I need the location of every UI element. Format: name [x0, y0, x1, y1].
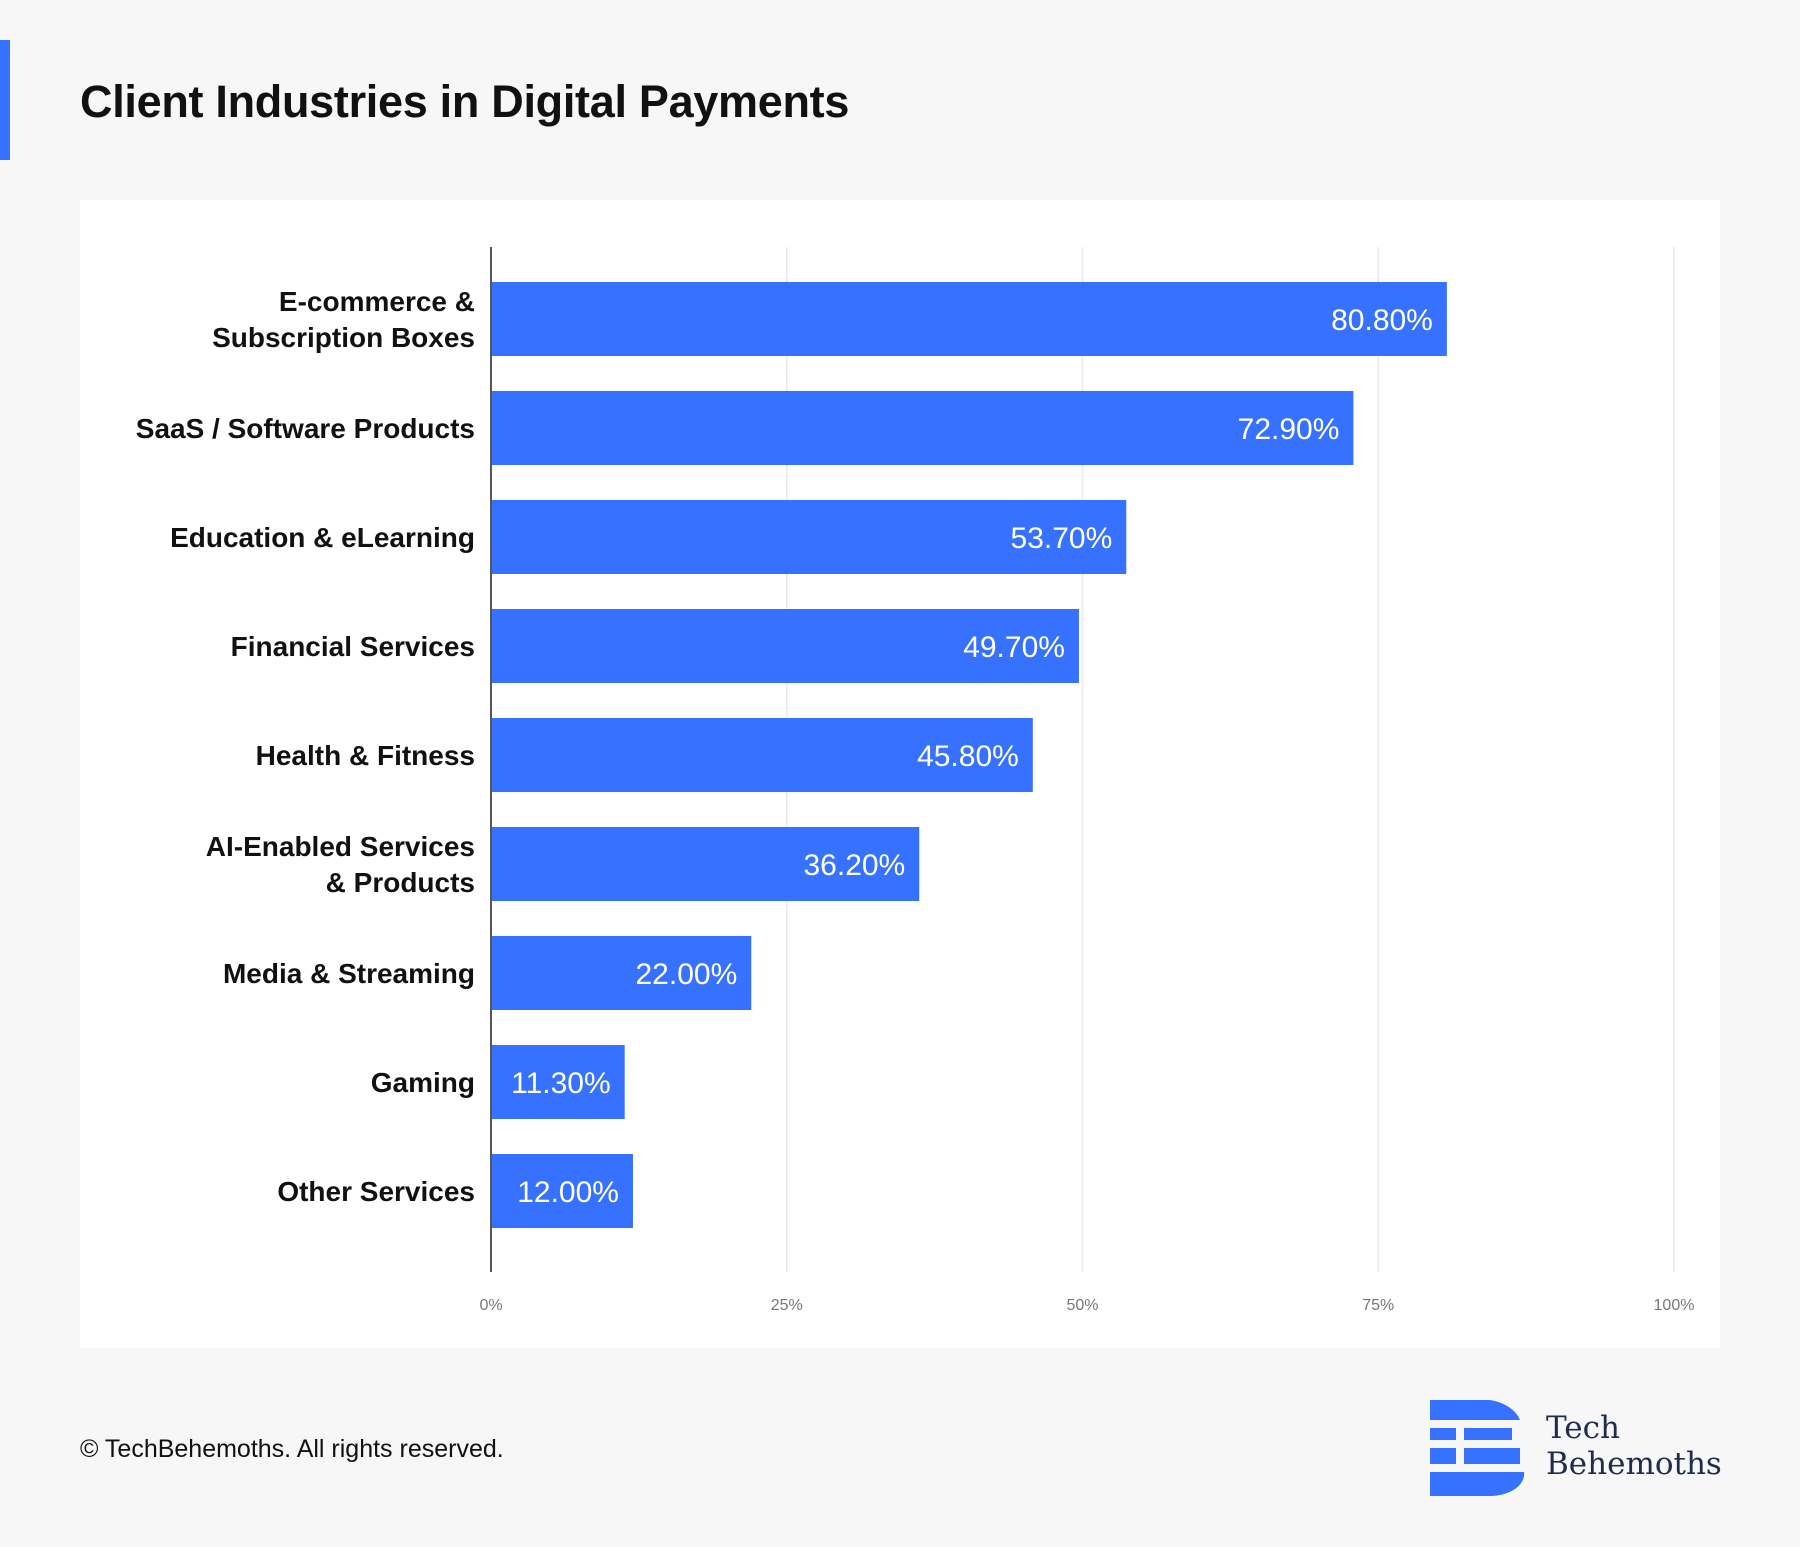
category-label-line: Health & Fitness — [256, 740, 475, 771]
bar-3 — [491, 609, 1079, 683]
category-label-line: Media & Streaming — [223, 958, 475, 989]
category-label-3: Financial Services — [231, 631, 475, 662]
value-label-0: 80.80% — [1331, 304, 1433, 337]
category-label-line: E-commerce & — [279, 286, 475, 317]
bar-2 — [491, 500, 1127, 574]
value-label-5: 36.20% — [803, 849, 905, 882]
category-label-line: Gaming — [371, 1067, 475, 1098]
techbehemoths-logo-icon — [1430, 1400, 1525, 1497]
value-label-6: 22.00% — [636, 958, 738, 991]
category-label-line: Other Services — [277, 1176, 475, 1207]
category-label-7: Gaming — [371, 1067, 475, 1098]
brand-name-line1: Tech — [1546, 1410, 1620, 1446]
x-tick-label-100: 100% — [1654, 1297, 1695, 1314]
bar-1 — [491, 391, 1354, 465]
category-label-line: Education & eLearning — [170, 522, 475, 553]
category-label-5: AI-Enabled Services & Products — [206, 831, 475, 898]
value-label-8: 12.00% — [517, 1176, 619, 1209]
bar-7 — [491, 1045, 625, 1119]
copyright-text: © TechBehemoths. All rights reserved. — [80, 1435, 504, 1463]
x-tick-label-25: 25% — [771, 1297, 803, 1314]
brand: Tech Behemoths — [1428, 1398, 1723, 1498]
category-label-6: Media & Streaming — [223, 958, 475, 989]
bar-4 — [491, 718, 1033, 792]
x-tick-label-50: 50% — [1066, 1297, 1098, 1314]
category-label-8: Other Services — [277, 1176, 475, 1207]
bar-0 — [491, 282, 1447, 356]
accent-bar — [0, 40, 10, 160]
bar-8 — [491, 1154, 633, 1228]
category-label-line: Financial Services — [231, 631, 475, 662]
chart-card: 80.80% E-commerce & Subscription Boxes 72.9… — [80, 200, 1720, 1348]
category-label-2: Education & eLearning — [170, 522, 475, 553]
x-tick-label-0: 0% — [479, 1297, 502, 1314]
bar-5 — [491, 827, 920, 901]
category-label-line: AI-Enabled Services — [206, 831, 475, 862]
category-label-0: E-commerce & Subscription Boxes — [212, 286, 475, 353]
brand-name-line2: Behemoths — [1546, 1446, 1722, 1482]
bar-6 — [491, 936, 752, 1010]
category-label-line: SaaS / Software Products — [136, 413, 475, 444]
category-label-line: & Products — [326, 867, 475, 898]
bar-chart: 80.80% E-commerce & Subscription Boxes 72.9… — [136, 247, 1695, 1314]
value-label-7: 11.30% — [511, 1067, 611, 1100]
category-label-4: Health & Fitness — [256, 740, 475, 771]
value-label-2: 53.70% — [1011, 522, 1113, 555]
value-label-1: 72.90% — [1238, 413, 1340, 446]
category-label-line: Subscription Boxes — [212, 322, 475, 353]
page-title: Client Industries in Digital Payments — [80, 76, 850, 127]
brand-name: Tech Behemoths — [1546, 1410, 1722, 1482]
value-label-4: 45.80% — [917, 740, 1019, 773]
value-label-3: 49.70% — [963, 631, 1065, 664]
x-tick-label-75: 75% — [1362, 1297, 1394, 1314]
category-label-1: SaaS / Software Products — [136, 413, 475, 444]
